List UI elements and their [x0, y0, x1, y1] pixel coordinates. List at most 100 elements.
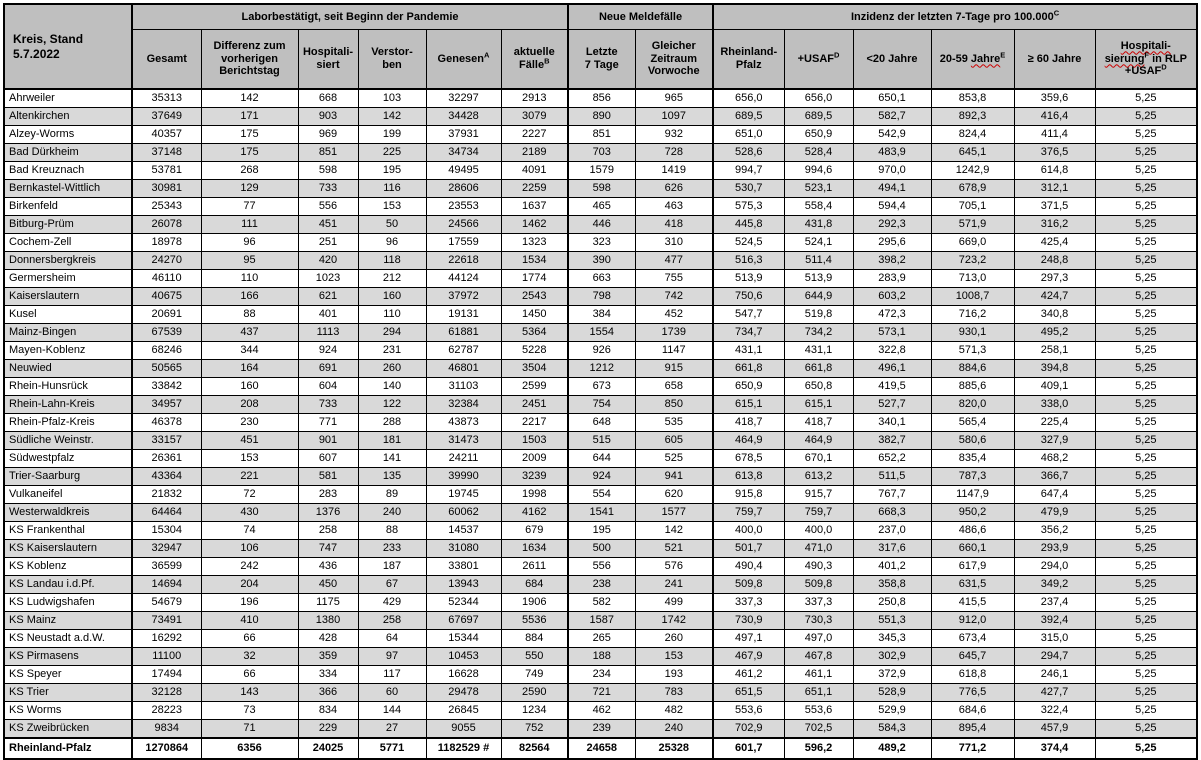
value-cell: 445,8 [712, 215, 785, 234]
value-cell: 1462 [500, 215, 569, 234]
col-aktuelle-label: aktuelle Fälle [513, 46, 555, 71]
value-cell: 10453 [425, 647, 502, 666]
value-cell: 650,1 [852, 88, 932, 108]
col-hosp-line1: Hospitali- [1120, 39, 1171, 52]
value-cell: 53781 [131, 161, 202, 180]
value-cell: 24658 [567, 737, 636, 760]
value-cell: 106 [200, 539, 299, 558]
value-cell: 19745 [425, 485, 502, 504]
value-cell: 581 [297, 467, 359, 486]
value-cell: 620 [634, 485, 714, 504]
value-cell: 490,3 [783, 557, 854, 576]
table-row: Südwestpfalz 26361 153 607 141 24211 2009 644 52… [3, 449, 1198, 468]
value-cell: 31103 [425, 377, 502, 396]
value-cell: 160 [357, 287, 427, 306]
table-header: Kreis, Stand 5.7.2022 Laborbestätigt, se… [3, 3, 1198, 90]
value-cell: 52344 [425, 593, 502, 612]
value-cell: 650,8 [783, 377, 854, 396]
value-cell: 678,5 [712, 449, 785, 468]
value-cell: 67697 [425, 611, 502, 630]
value-cell: 392,4 [1013, 611, 1096, 630]
value-cell: 428 [297, 629, 359, 648]
value-cell: 1742 [634, 611, 714, 630]
value-cell: 141 [357, 449, 427, 468]
value-cell: 5,25 [1094, 521, 1198, 540]
value-cell: 366,7 [1013, 467, 1096, 486]
value-cell: 28606 [425, 179, 502, 198]
kreis-name-cell: KS Koblenz [3, 557, 133, 576]
value-cell: 21832 [131, 485, 202, 504]
value-cell: 234 [567, 665, 636, 684]
kreis-name-cell: Rhein-Pfalz-Kreis [3, 413, 133, 432]
value-cell: 30981 [131, 179, 202, 198]
value-cell: 337,3 [712, 593, 785, 612]
value-cell: 596,2 [783, 737, 854, 760]
value-cell: 645,1 [930, 143, 1015, 162]
value-cell: 582,7 [852, 107, 932, 126]
value-cell: 24211 [425, 449, 502, 468]
value-cell: 233 [357, 539, 427, 558]
value-cell: 231 [357, 341, 427, 360]
value-cell: 614,8 [1013, 161, 1096, 180]
value-cell: 16628 [425, 665, 502, 684]
value-cell: 188 [567, 647, 636, 666]
value-cell: 32297 [425, 88, 502, 108]
kreis-name-cell: Vulkaneifel [3, 485, 133, 504]
value-cell: 49495 [425, 161, 502, 180]
value-cell: 5,25 [1094, 341, 1198, 360]
footnote-a: A [484, 49, 490, 59]
value-cell: 890 [567, 107, 636, 126]
value-cell: 195 [567, 521, 636, 540]
value-cell: 547,7 [712, 305, 785, 324]
kreis-name-cell: Mainz-Bingen [3, 323, 133, 342]
value-cell: 668,3 [852, 503, 932, 522]
value-cell: 1182529 # [425, 737, 502, 760]
value-cell: 994,6 [783, 161, 854, 180]
value-cell: 225,4 [1013, 413, 1096, 432]
value-cell: 496,1 [852, 359, 932, 378]
value-cell: 250,8 [852, 593, 932, 612]
value-cell: 895,4 [930, 719, 1015, 739]
value-cell: 371,5 [1013, 197, 1096, 216]
kreis-name-cell: Neuwied [3, 359, 133, 378]
value-cell: 524,1 [783, 233, 854, 252]
value-cell: 615,1 [712, 395, 785, 414]
value-cell: 749 [500, 665, 569, 684]
value-cell: 359 [297, 647, 359, 666]
value-cell: 451 [297, 215, 359, 234]
value-cell: 884,6 [930, 359, 1015, 378]
value-cell: 528,9 [852, 683, 932, 702]
value-cell: 283 [297, 485, 359, 504]
value-cell: 22618 [425, 251, 502, 270]
value-cell: 500 [567, 539, 636, 558]
value-cell: 1450 [500, 305, 569, 324]
value-cell: 4162 [500, 503, 569, 522]
value-cell: 551,3 [852, 611, 932, 630]
kreis-name-cell: KS Landau i.d.Pf. [3, 575, 133, 594]
value-cell: 684 [500, 575, 569, 594]
value-cell: 912,0 [930, 611, 1015, 630]
value-cell: 39990 [425, 467, 502, 486]
value-cell: 117 [357, 665, 427, 684]
value-cell: 5,25 [1094, 413, 1198, 432]
table-row: Mainz-Bingen 67539 437 1113 294 61881 5364 1554… [3, 323, 1198, 342]
value-cell: 689,5 [783, 107, 854, 126]
value-cell: 5,25 [1094, 485, 1198, 504]
value-cell: 23553 [425, 197, 502, 216]
table-row: Bernkastel-Wittlich 30981 129 733 116 28606 22… [3, 179, 1198, 198]
kreis-name-cell: KS Zweibrücken [3, 719, 133, 739]
value-cell: 494,1 [852, 179, 932, 198]
value-cell: 915,8 [712, 485, 785, 504]
value-cell: 66 [200, 665, 299, 684]
value-cell: 68246 [131, 341, 202, 360]
value-cell: 679 [500, 521, 569, 540]
value-cell: 1376 [297, 503, 359, 522]
kreis-name-cell: Bitburg-Prüm [3, 215, 133, 234]
value-cell: 835,4 [930, 449, 1015, 468]
kreis-name-cell: Rheinland-Pfalz [3, 737, 133, 760]
value-cell: 229 [297, 719, 359, 739]
value-cell: 258 [357, 611, 427, 630]
value-cell: 598 [297, 161, 359, 180]
value-cell: 5,25 [1094, 359, 1198, 378]
value-cell: 691 [297, 359, 359, 378]
